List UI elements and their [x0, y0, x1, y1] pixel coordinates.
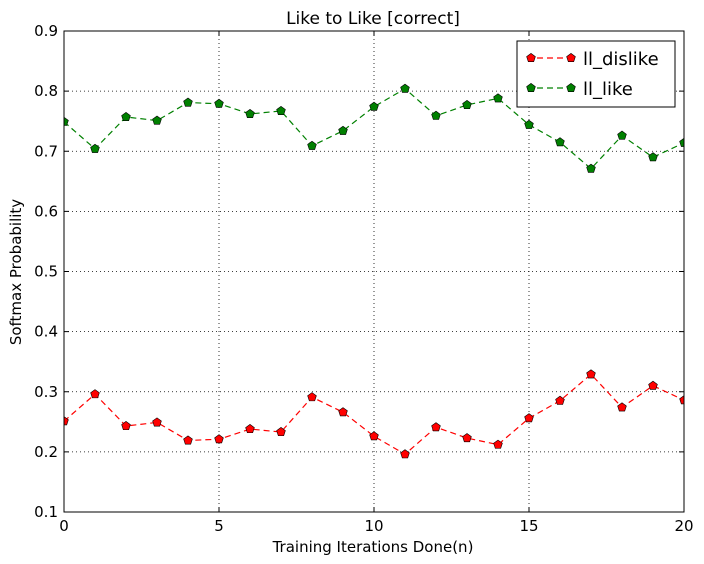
- data-point-ll-like: [369, 101, 379, 111]
- x-tick-label: 15: [519, 517, 538, 535]
- data-point-ll-like: [64, 116, 69, 126]
- y-tick-label: 0.3: [34, 383, 58, 401]
- legend-box: [516, 40, 676, 108]
- y-tick-label: 0.1: [34, 503, 58, 521]
- y-tick-label: 0.4: [34, 323, 58, 341]
- legend-marker-ll-like: [526, 83, 536, 93]
- data-point-ll-like: [400, 83, 410, 93]
- data-point-ll-dislike: [493, 439, 503, 449]
- data-point-ll-dislike: [524, 413, 534, 423]
- data-point-ll-like: [648, 152, 658, 162]
- data-point-ll-like: [276, 105, 286, 115]
- tick-layer: 0 5 10 15 20 0.1 0.2 0.3 0.4 0.5 0.6 0.7 0.8 0.9: [34, 22, 693, 535]
- grid-layer: [64, 31, 684, 512]
- legend-marker-ll-like: [566, 83, 576, 93]
- data-point-ll-like: [524, 119, 534, 129]
- data-point-ll-dislike: [679, 395, 684, 405]
- data-point-ll-like: [586, 163, 596, 173]
- data-point-ll-dislike: [555, 395, 565, 405]
- data-point-ll-dislike: [121, 421, 131, 431]
- series-line-ll-dislike: [64, 373, 684, 456]
- y-tick-label: 0.8: [34, 82, 58, 100]
- data-point-ll-dislike: [648, 380, 658, 390]
- data-point-ll-dislike: [90, 389, 100, 399]
- data-point-ll-like: [307, 140, 317, 150]
- data-point-ll-like: [555, 137, 565, 147]
- data-point-ll-like: [431, 110, 441, 120]
- data-point-ll-like: [679, 137, 684, 147]
- x-tick-label: 20: [674, 517, 693, 535]
- data-point-ll-like: [121, 112, 131, 121]
- data-point-ll-dislike: [400, 449, 410, 459]
- data-point-ll-like: [214, 98, 224, 108]
- data-point-ll-like: [183, 97, 193, 107]
- data-point-ll-dislike: [64, 416, 69, 426]
- data-point-ll-dislike: [307, 392, 317, 402]
- series-layer: [64, 83, 684, 459]
- legend-label-ll-dislike: ll_dislike: [583, 49, 659, 70]
- data-point-ll-dislike: [617, 402, 627, 412]
- y-tick-label: 0.2: [34, 443, 58, 461]
- y-tick-label: 0.9: [34, 22, 58, 40]
- data-point-ll-dislike: [245, 424, 255, 434]
- y-tick-label: 0.6: [34, 202, 58, 220]
- data-point-ll-like: [617, 130, 627, 140]
- data-point-ll-dislike: [586, 369, 596, 379]
- data-point-ll-like: [338, 125, 348, 135]
- data-point-ll-like: [245, 108, 255, 118]
- x-tick-label: 5: [214, 517, 224, 535]
- data-point-ll-like: [90, 143, 100, 153]
- x-tick-label: 10: [364, 517, 383, 535]
- data-point-ll-like: [462, 99, 472, 109]
- data-point-ll-dislike: [214, 434, 224, 444]
- data-point-ll-dislike: [369, 431, 379, 441]
- data-point-ll-dislike: [431, 422, 441, 432]
- data-point-ll-dislike: [152, 417, 162, 427]
- data-point-ll-like: [493, 93, 503, 103]
- chart-title: Like to Like [correct]: [286, 9, 460, 29]
- legend: ll_dislike ll_like: [516, 40, 676, 108]
- y-tick-label: 0.5: [34, 263, 58, 281]
- y-axis-title: Softmax Probability: [7, 199, 25, 345]
- legend-marker-ll-dislike: [526, 53, 536, 63]
- data-point-ll-like: [152, 115, 162, 125]
- series-line-ll-like: [64, 87, 684, 170]
- x-axis-title: Training Iterations Done(n): [272, 538, 474, 556]
- x-tick-label: 0: [59, 517, 69, 535]
- legend-label-ll-like: ll_like: [583, 79, 633, 100]
- y-tick-label: 0.7: [34, 142, 58, 160]
- data-point-ll-dislike: [462, 433, 472, 443]
- data-point-ll-dislike: [338, 407, 348, 417]
- data-point-ll-dislike: [276, 427, 286, 437]
- data-point-ll-dislike: [183, 435, 193, 445]
- series-clip-group: [64, 83, 684, 459]
- legend-marker-ll-dislike: [566, 53, 576, 63]
